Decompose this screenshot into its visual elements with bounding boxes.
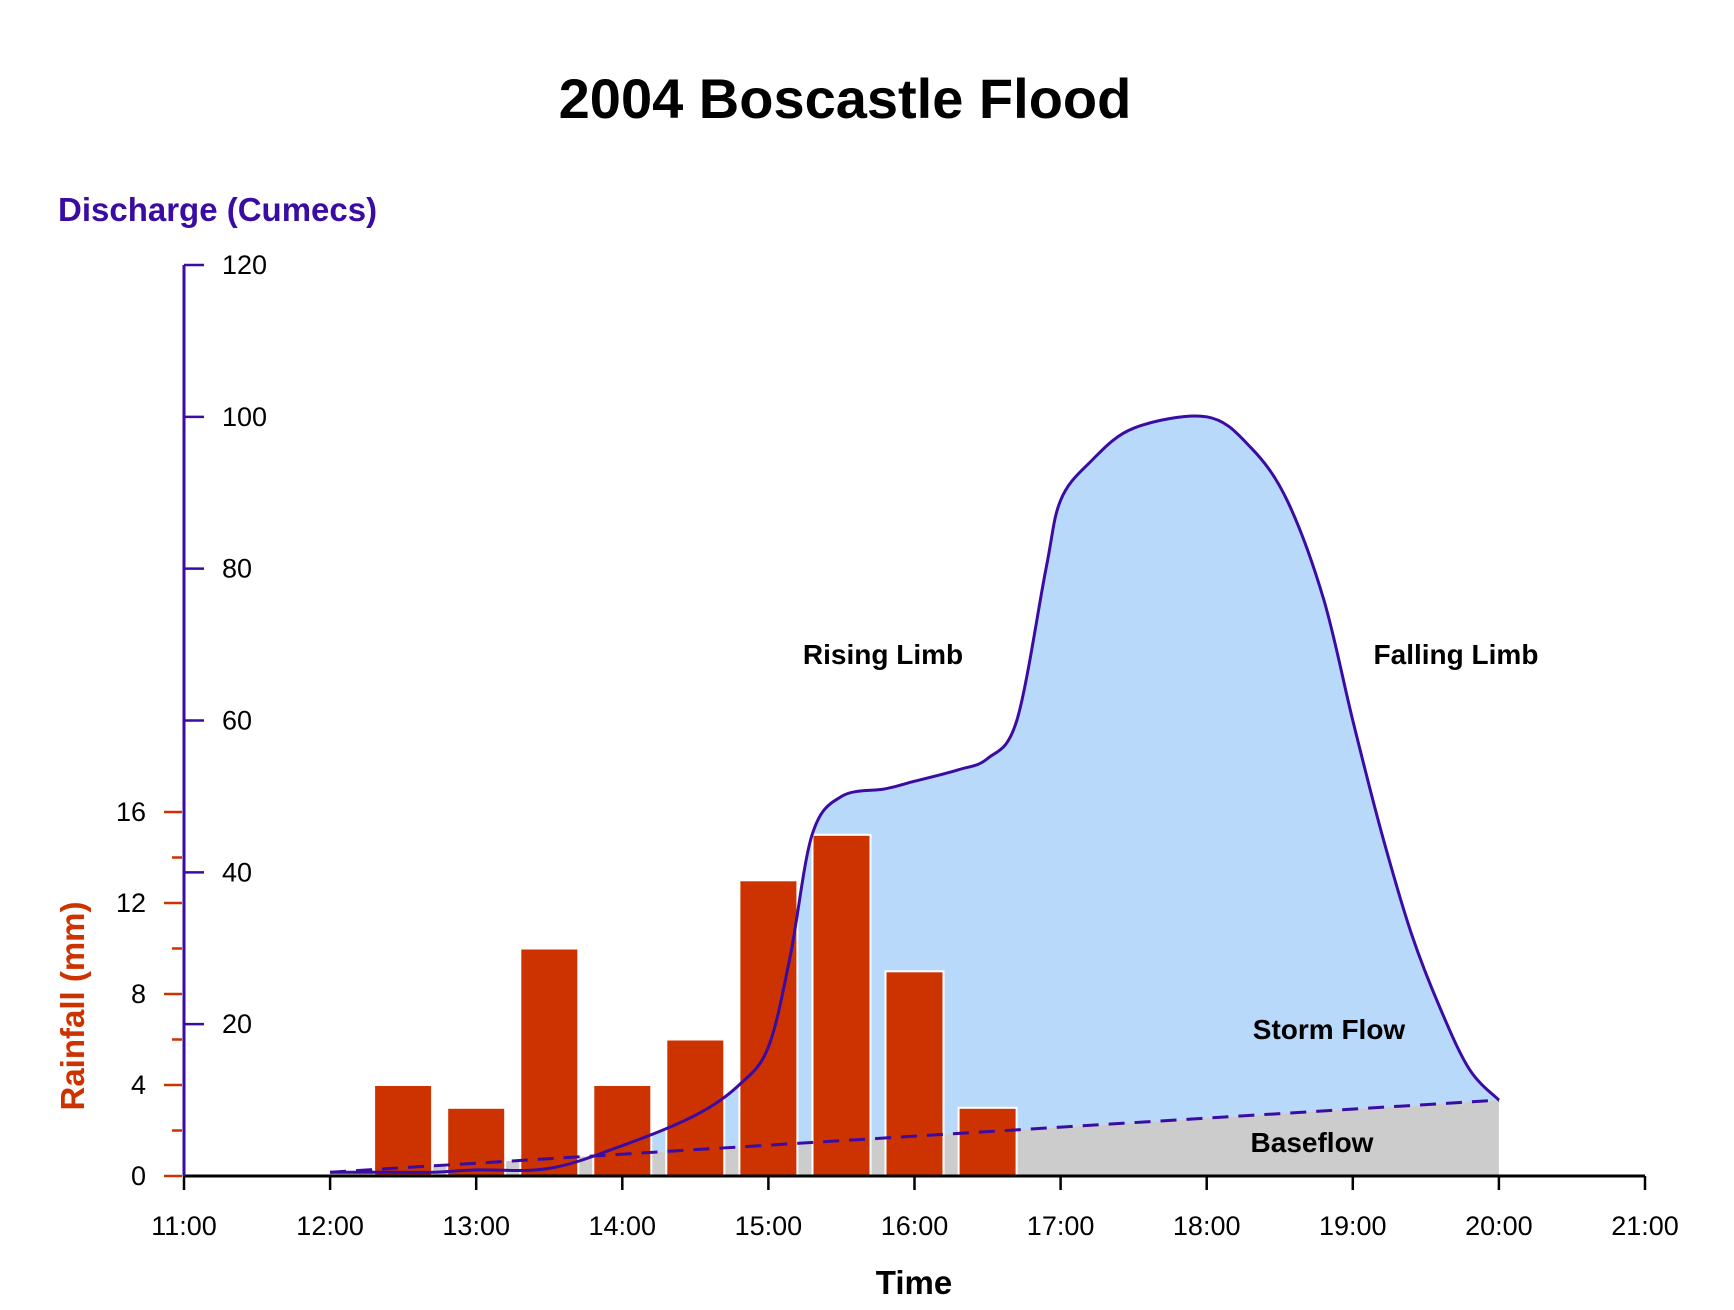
x-tick-label: 21:00 (1611, 1211, 1679, 1241)
discharge-tick-label: 20 (222, 1009, 252, 1039)
discharge-line (330, 414, 1500, 1174)
rising-limb-label: Rising Limb (803, 639, 963, 670)
rainfall-tick-label: 4 (131, 1070, 146, 1100)
x-tick-label: 17:00 (1027, 1211, 1095, 1241)
baseflow-label: Baseflow (1251, 1127, 1374, 1158)
rainfall-bar (811, 833, 872, 1178)
rainfall-tick-label: 12 (116, 888, 146, 918)
discharge-axis-title: Discharge (Cumecs) (58, 191, 377, 228)
x-tick-label: 16:00 (881, 1211, 949, 1241)
discharge-tick-label: 100 (222, 402, 267, 432)
x-tick-label: 18:00 (1173, 1211, 1241, 1241)
x-tick-label: 19:00 (1319, 1211, 1387, 1241)
storm-flow-label: Storm Flow (1253, 1014, 1406, 1045)
rainfall-bar (957, 1106, 1018, 1178)
discharge-tick-label: 40 (222, 857, 252, 887)
baseflow-line (330, 1098, 1499, 1174)
rainfall-bars (373, 833, 1018, 1178)
storm-flow-area (330, 416, 1499, 1173)
x-tick-label: 20:00 (1465, 1211, 1533, 1241)
x-tick-label: 13:00 (442, 1211, 510, 1241)
rainfall-tick-label: 16 (116, 797, 146, 827)
axes: 11:00 12:00 13:00 14:00 15:00 16:00 17:00 18:00… (116, 250, 1679, 1241)
rainfall-bar (373, 1084, 434, 1177)
x-tick-label: 12:00 (296, 1211, 364, 1241)
rainfall-tick-label: 8 (131, 979, 146, 1009)
discharge-tick-label: 120 (222, 250, 267, 280)
x-tick-label: 11:00 (151, 1211, 217, 1241)
rainfall-bar (665, 1038, 726, 1177)
line-layer (330, 414, 1500, 1174)
falling-limb-label: Falling Limb (1374, 639, 1539, 670)
x-axis-title: Time (876, 1264, 952, 1301)
rainfall-bar (592, 1084, 653, 1177)
rainfall-tick-label: 0 (131, 1161, 146, 1191)
rainfall-bar (884, 970, 945, 1178)
rainfall-bar (446, 1106, 507, 1178)
x-tick-label: 14:00 (589, 1211, 657, 1241)
x-tick-label: 15:00 (735, 1211, 803, 1241)
rainfall-bar (738, 879, 799, 1178)
chart-title: 2004 Boscastle Flood (559, 67, 1132, 130)
discharge-tick-label: 80 (222, 554, 252, 584)
rainfall-bar (519, 947, 580, 1177)
rainfall-axis-title: Rainfall (mm) (54, 901, 91, 1110)
discharge-tick-label: 60 (222, 706, 252, 736)
